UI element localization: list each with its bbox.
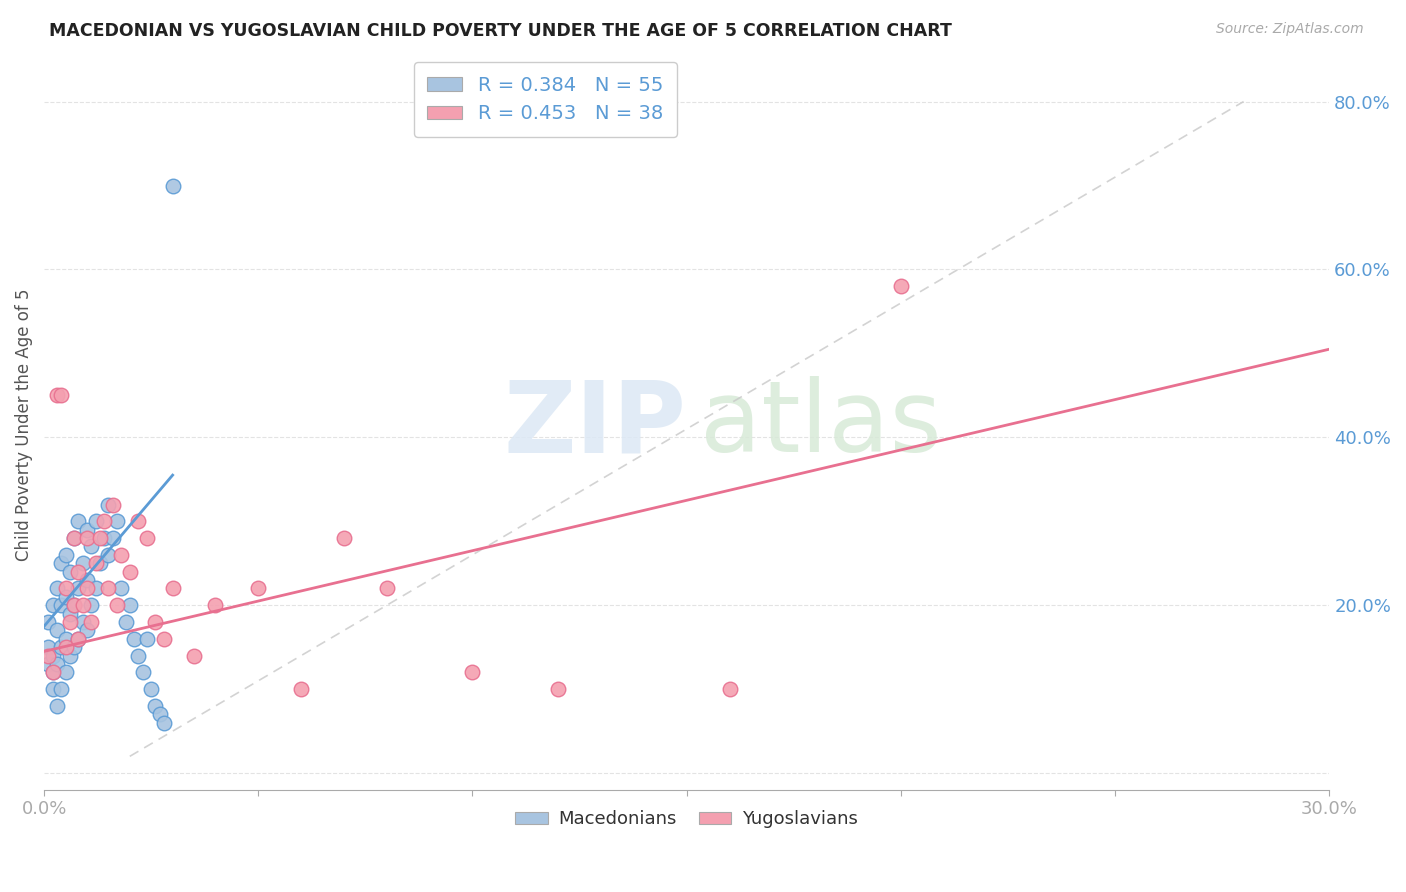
Point <box>89 556 111 570</box>
Point <box>204 599 226 613</box>
Point <box>110 582 132 596</box>
Point <box>97 548 120 562</box>
Y-axis label: Child Poverty Under the Age of 5: Child Poverty Under the Age of 5 <box>15 288 32 561</box>
Point <box>59 648 82 663</box>
Point <box>141 682 163 697</box>
Point <box>118 565 141 579</box>
Point <box>145 698 167 713</box>
Text: ZIP: ZIP <box>503 376 686 474</box>
Point <box>63 640 86 655</box>
Point <box>149 707 172 722</box>
Point <box>72 615 94 629</box>
Point <box>127 648 149 663</box>
Point <box>547 682 569 697</box>
Point <box>59 565 82 579</box>
Point <box>46 657 69 671</box>
Legend: Macedonians, Yugoslavians: Macedonians, Yugoslavians <box>508 803 865 836</box>
Point <box>122 632 145 646</box>
Point <box>162 582 184 596</box>
Point <box>84 514 107 528</box>
Point <box>63 531 86 545</box>
Point <box>97 582 120 596</box>
Point <box>37 648 59 663</box>
Point <box>46 698 69 713</box>
Point <box>135 632 157 646</box>
Point <box>76 523 98 537</box>
Point <box>37 640 59 655</box>
Point <box>41 665 63 680</box>
Point <box>46 624 69 638</box>
Point <box>101 531 124 545</box>
Point <box>55 582 77 596</box>
Point <box>80 615 103 629</box>
Point <box>101 498 124 512</box>
Point <box>46 582 69 596</box>
Point <box>41 665 63 680</box>
Point <box>890 279 912 293</box>
Point <box>461 665 484 680</box>
Point <box>72 599 94 613</box>
Point <box>63 599 86 613</box>
Point <box>55 590 77 604</box>
Point <box>114 615 136 629</box>
Point <box>118 599 141 613</box>
Text: MACEDONIAN VS YUGOSLAVIAN CHILD POVERTY UNDER THE AGE OF 5 CORRELATION CHART: MACEDONIAN VS YUGOSLAVIAN CHILD POVERTY … <box>49 22 952 40</box>
Point <box>55 632 77 646</box>
Point <box>127 514 149 528</box>
Point <box>162 178 184 193</box>
Point <box>72 556 94 570</box>
Point <box>80 540 103 554</box>
Point <box>110 548 132 562</box>
Point <box>290 682 312 697</box>
Point <box>247 582 270 596</box>
Point <box>51 388 73 402</box>
Point <box>59 615 82 629</box>
Point <box>55 665 77 680</box>
Point <box>145 615 167 629</box>
Point <box>97 498 120 512</box>
Point <box>67 632 90 646</box>
Point <box>76 624 98 638</box>
Point <box>76 531 98 545</box>
Point <box>131 665 153 680</box>
Point <box>105 599 128 613</box>
Point <box>80 599 103 613</box>
Text: Source: ZipAtlas.com: Source: ZipAtlas.com <box>1216 22 1364 37</box>
Point <box>59 607 82 621</box>
Point <box>41 599 63 613</box>
Text: atlas: atlas <box>700 376 941 474</box>
Point <box>333 531 356 545</box>
Point <box>153 715 176 730</box>
Point <box>84 582 107 596</box>
Point <box>67 632 90 646</box>
Point <box>63 531 86 545</box>
Point <box>41 648 63 663</box>
Point <box>93 514 115 528</box>
Point <box>153 632 176 646</box>
Point <box>76 573 98 587</box>
Point <box>76 582 98 596</box>
Point <box>375 582 398 596</box>
Point <box>55 548 77 562</box>
Point <box>183 648 205 663</box>
Point <box>37 657 59 671</box>
Point <box>51 556 73 570</box>
Point <box>67 514 90 528</box>
Point <box>67 565 90 579</box>
Point <box>84 556 107 570</box>
Point <box>37 615 59 629</box>
Point <box>51 599 73 613</box>
Point <box>67 582 90 596</box>
Point <box>63 599 86 613</box>
Point <box>51 682 73 697</box>
Point <box>55 640 77 655</box>
Point <box>135 531 157 545</box>
Point <box>41 682 63 697</box>
Point <box>718 682 741 697</box>
Point <box>51 640 73 655</box>
Point <box>93 531 115 545</box>
Point <box>89 531 111 545</box>
Point <box>46 388 69 402</box>
Point <box>105 514 128 528</box>
